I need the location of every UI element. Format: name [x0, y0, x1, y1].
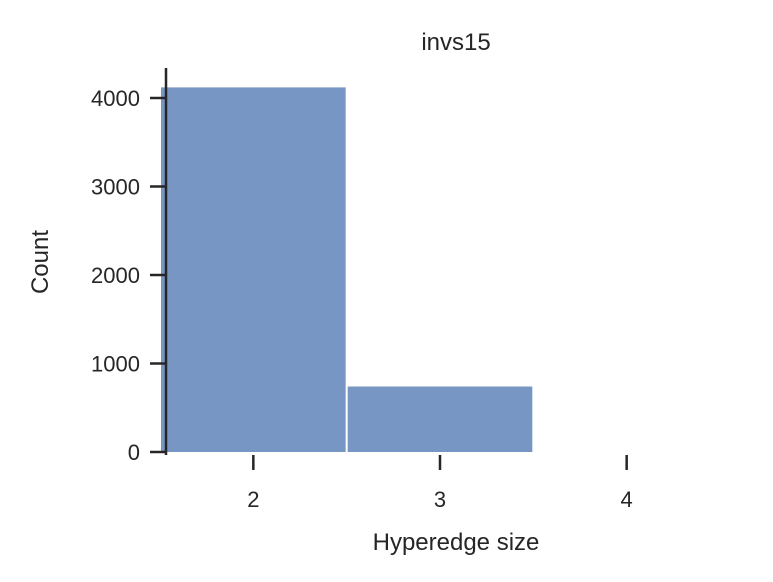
chart-title: invs15	[421, 29, 490, 56]
x-tick-label: 4	[621, 487, 633, 512]
x-axis-ticks: 2 3 4	[247, 455, 633, 512]
y-tick-label: 0	[128, 440, 140, 465]
y-tick-label: 1000	[91, 352, 140, 377]
x-tick-label: 2	[247, 487, 259, 512]
y-tick-label: 4000	[91, 86, 140, 111]
y-axis-label: Count	[27, 230, 54, 294]
bar-3	[347, 386, 533, 452]
y-axis-ticks: 0 1000 2000 3000 4000	[91, 86, 166, 465]
y-tick-label: 3000	[91, 175, 140, 200]
y-tick-label: 2000	[91, 263, 140, 288]
x-axis-label: Hyperedge size	[373, 529, 540, 556]
bar-2	[161, 87, 346, 452]
bars-group	[161, 87, 533, 452]
x-tick-label: 3	[434, 487, 446, 512]
